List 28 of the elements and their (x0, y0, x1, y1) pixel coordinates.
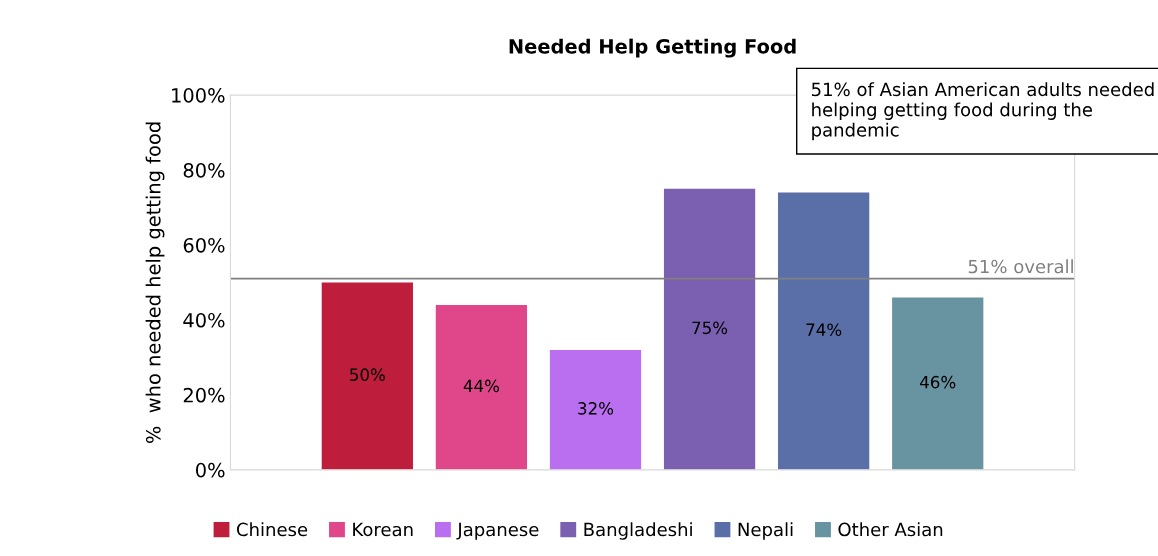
bar (435, 304, 528, 470)
data-label: 44% (463, 379, 500, 393)
bar (892, 297, 984, 470)
legend-label: Other Asian (838, 522, 943, 537)
y-tick-label: 60% (183, 237, 225, 253)
legend-label: Korean (353, 522, 413, 537)
bar (778, 192, 870, 470)
bar (549, 349, 642, 470)
legend-label: Japanese (456, 522, 539, 540)
data-label: 46% (920, 375, 956, 389)
y-tick-label: 20% (183, 387, 225, 403)
y-tick-label: 40% (183, 312, 225, 328)
annotation: 51% of Asian American adults needed helping getting food during the pandemic (811, 82, 1154, 141)
ref-line-label: 51% overall (968, 259, 1073, 274)
y-tick-label: 100% (172, 88, 225, 103)
bar (321, 282, 413, 470)
legend-label: Nepali (738, 522, 793, 540)
data-label: 75% (692, 321, 728, 335)
y-tick-label: 80% (183, 162, 225, 178)
legend-label: Bangladeshi (584, 522, 692, 540)
y-axis-title: % who needed help getting food (145, 122, 165, 443)
data-label: 74% (806, 323, 842, 336)
y-tick-label: 0% (196, 462, 225, 478)
legend-label: Chinese (236, 522, 308, 537)
bar (663, 188, 756, 470)
data-label: 32% (578, 402, 614, 415)
chart-title: Needed Help Getting Food (509, 38, 796, 58)
data-label: 50% (350, 368, 385, 381)
